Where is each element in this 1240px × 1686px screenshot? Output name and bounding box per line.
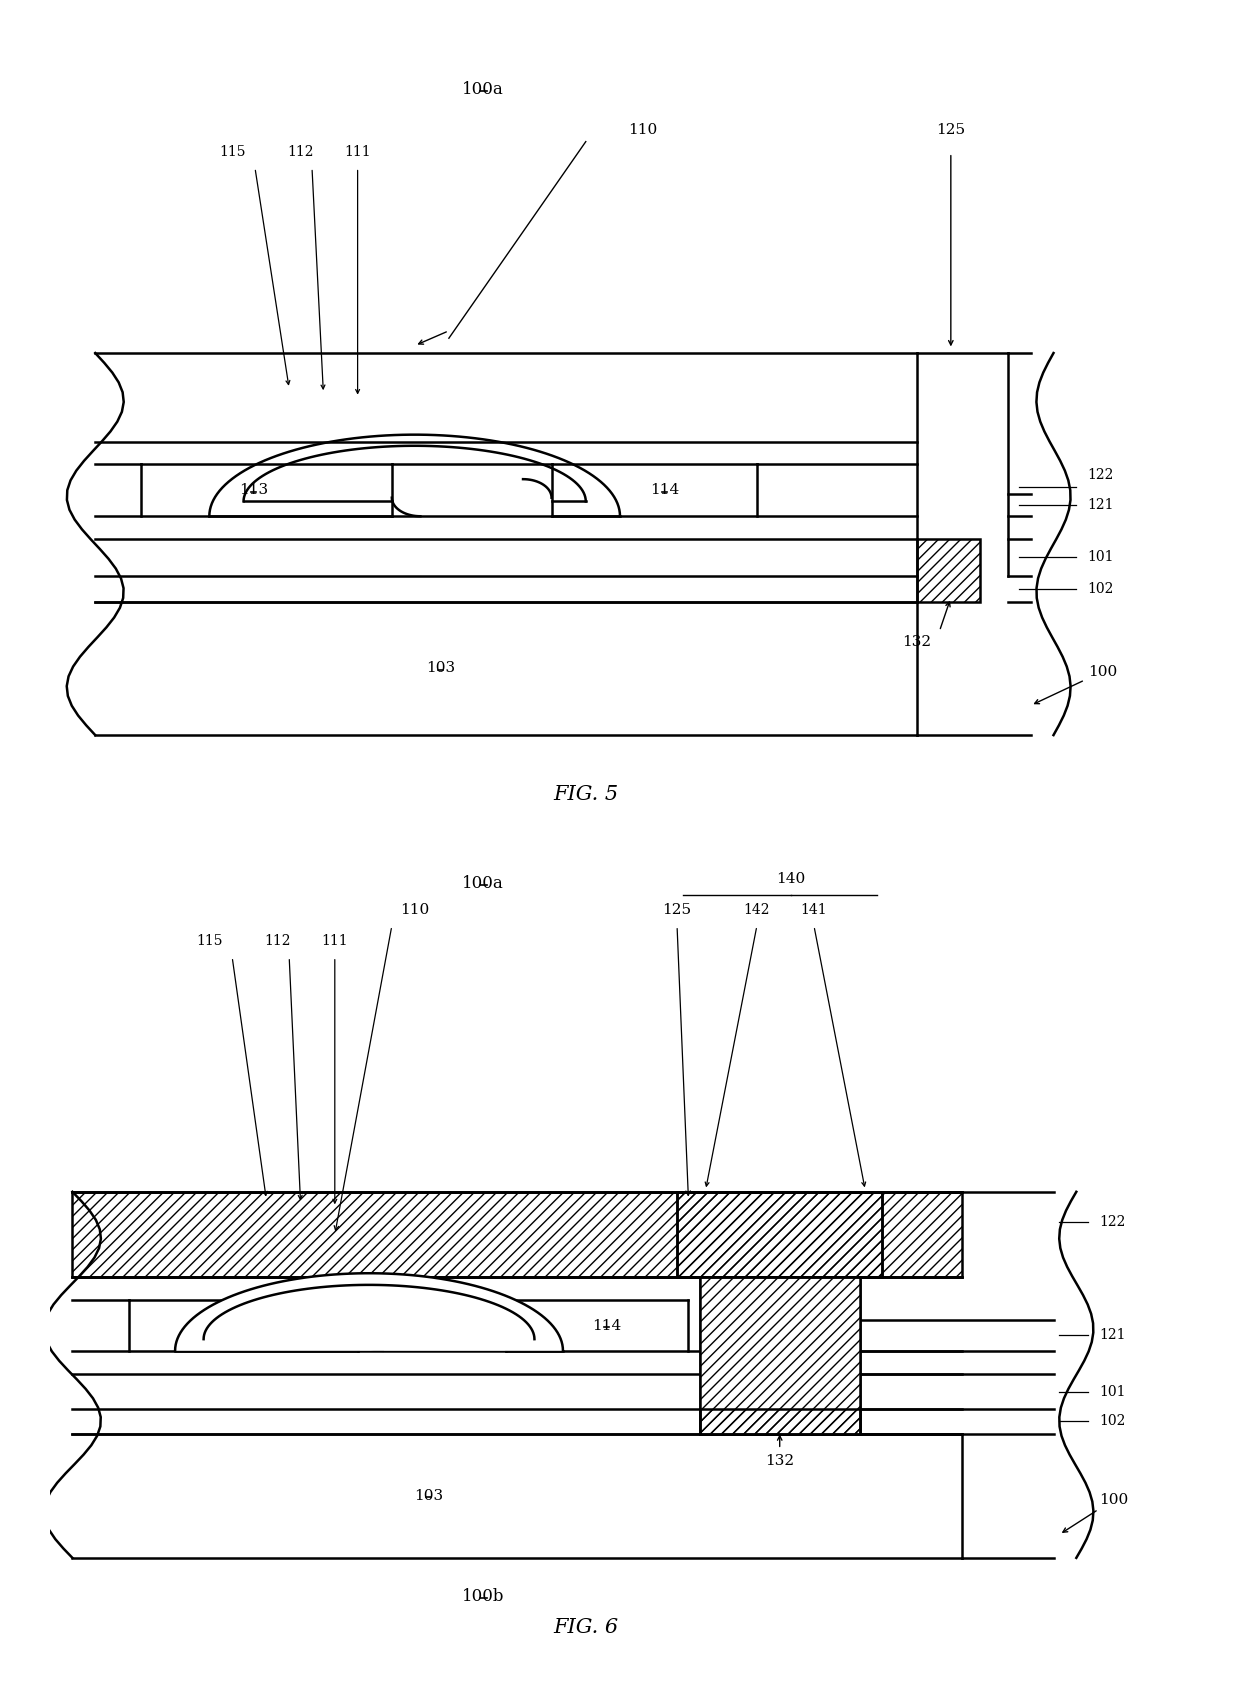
Text: 113: 113: [217, 1318, 247, 1332]
Text: FIG. 6: FIG. 6: [553, 1619, 619, 1637]
Text: 103: 103: [425, 661, 455, 676]
Text: 100a: 100a: [463, 81, 503, 98]
Bar: [699, 1409, 859, 1433]
Text: 125: 125: [662, 904, 692, 917]
Text: 141: 141: [801, 904, 827, 917]
Text: 101: 101: [1087, 550, 1115, 565]
Text: 111: 111: [345, 145, 371, 160]
Text: 100a: 100a: [463, 875, 503, 892]
Text: 114: 114: [650, 484, 680, 497]
Text: 110: 110: [629, 123, 657, 137]
Text: 100b: 100b: [461, 1588, 505, 1605]
Text: 112: 112: [264, 934, 291, 948]
Text: 101: 101: [1099, 1384, 1126, 1398]
Text: 114: 114: [591, 1318, 621, 1332]
Text: 102: 102: [1087, 582, 1114, 595]
Text: 103: 103: [414, 1489, 443, 1502]
Bar: [699, 1276, 859, 1433]
Text: 100: 100: [1034, 664, 1117, 703]
Text: 122: 122: [1099, 1214, 1126, 1229]
Text: 132: 132: [901, 636, 931, 649]
Text: 102: 102: [1099, 1415, 1126, 1428]
Bar: [72, 1192, 962, 1276]
Text: 115: 115: [196, 934, 222, 948]
Bar: [916, 538, 981, 602]
Text: 100: 100: [1063, 1492, 1128, 1533]
Text: 142: 142: [744, 904, 770, 917]
Bar: [699, 1276, 859, 1433]
Text: 140: 140: [776, 872, 806, 887]
Text: 121: 121: [1099, 1329, 1126, 1342]
Bar: [677, 1192, 883, 1276]
Text: 110: 110: [401, 904, 429, 917]
Text: 125: 125: [936, 123, 966, 137]
Polygon shape: [175, 1273, 563, 1350]
Text: 122: 122: [1087, 469, 1114, 482]
Text: 132: 132: [765, 1453, 795, 1469]
Text: 111: 111: [321, 934, 348, 948]
Text: 121: 121: [1087, 497, 1115, 513]
Text: FIG. 5: FIG. 5: [553, 786, 619, 804]
Text: 115: 115: [219, 145, 246, 160]
Text: 113: 113: [239, 484, 268, 497]
Text: 112: 112: [288, 145, 314, 160]
